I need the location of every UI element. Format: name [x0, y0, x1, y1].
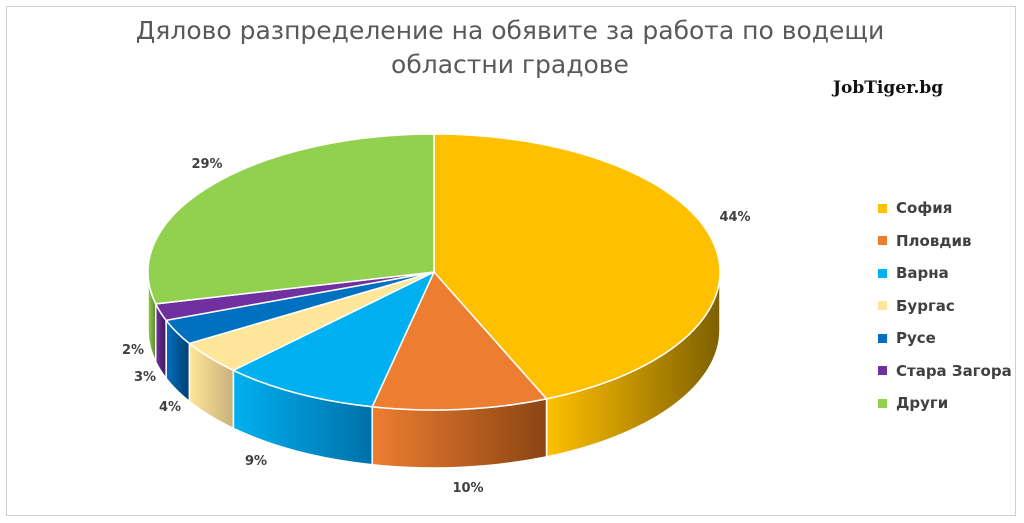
pie-slice-Други: [147, 133, 435, 305]
legend-label: Варна: [896, 264, 949, 283]
legend-item: Бургас: [878, 290, 1012, 323]
legend-label: Други: [896, 394, 949, 413]
data-label-Други: 29%: [191, 157, 222, 172]
legend-label: Русе: [896, 329, 936, 348]
legend-label: Бургас: [896, 296, 955, 315]
data-label-Русе: 3%: [134, 370, 156, 385]
pie-slice-Варна: [231, 270, 436, 408]
legend-swatch: [878, 301, 887, 311]
legend-label: София: [896, 199, 953, 218]
legend-item: Варна: [878, 257, 1012, 290]
data-label-Стара Загора: 2%: [122, 343, 144, 358]
legend: София Пловдив Варна Бургас Русе Стара Загора Д…: [878, 192, 1012, 420]
watermark-logo: JobTiger.bg: [833, 78, 944, 98]
legend-label: Пловдив: [896, 231, 972, 250]
legend-swatch: [878, 268, 887, 278]
data-label-София: 44%: [719, 210, 750, 225]
legend-swatch: [878, 203, 887, 213]
legend-item: София: [878, 192, 1012, 225]
data-label-Варна: 9%: [245, 454, 267, 469]
legend-swatch: [878, 333, 887, 343]
legend-item: Пловдив: [878, 225, 1012, 258]
legend-item: Русе: [878, 322, 1012, 355]
legend-swatch: [878, 236, 887, 246]
data-label-Бургас: 4%: [159, 400, 181, 415]
legend-label: Стара Загора: [896, 361, 1012, 380]
data-label-Пловдив: 10%: [452, 481, 483, 496]
legend-item: Други: [878, 387, 1012, 420]
chart-title: Дялово разпределение на обявите за работ…: [135, 16, 885, 79]
legend-swatch: [878, 398, 887, 408]
legend-item: Стара Загора: [878, 355, 1012, 388]
legend-swatch: [878, 366, 887, 376]
pie-slice-Пловдив: [371, 270, 548, 411]
pie-slice-София: [433, 133, 721, 400]
